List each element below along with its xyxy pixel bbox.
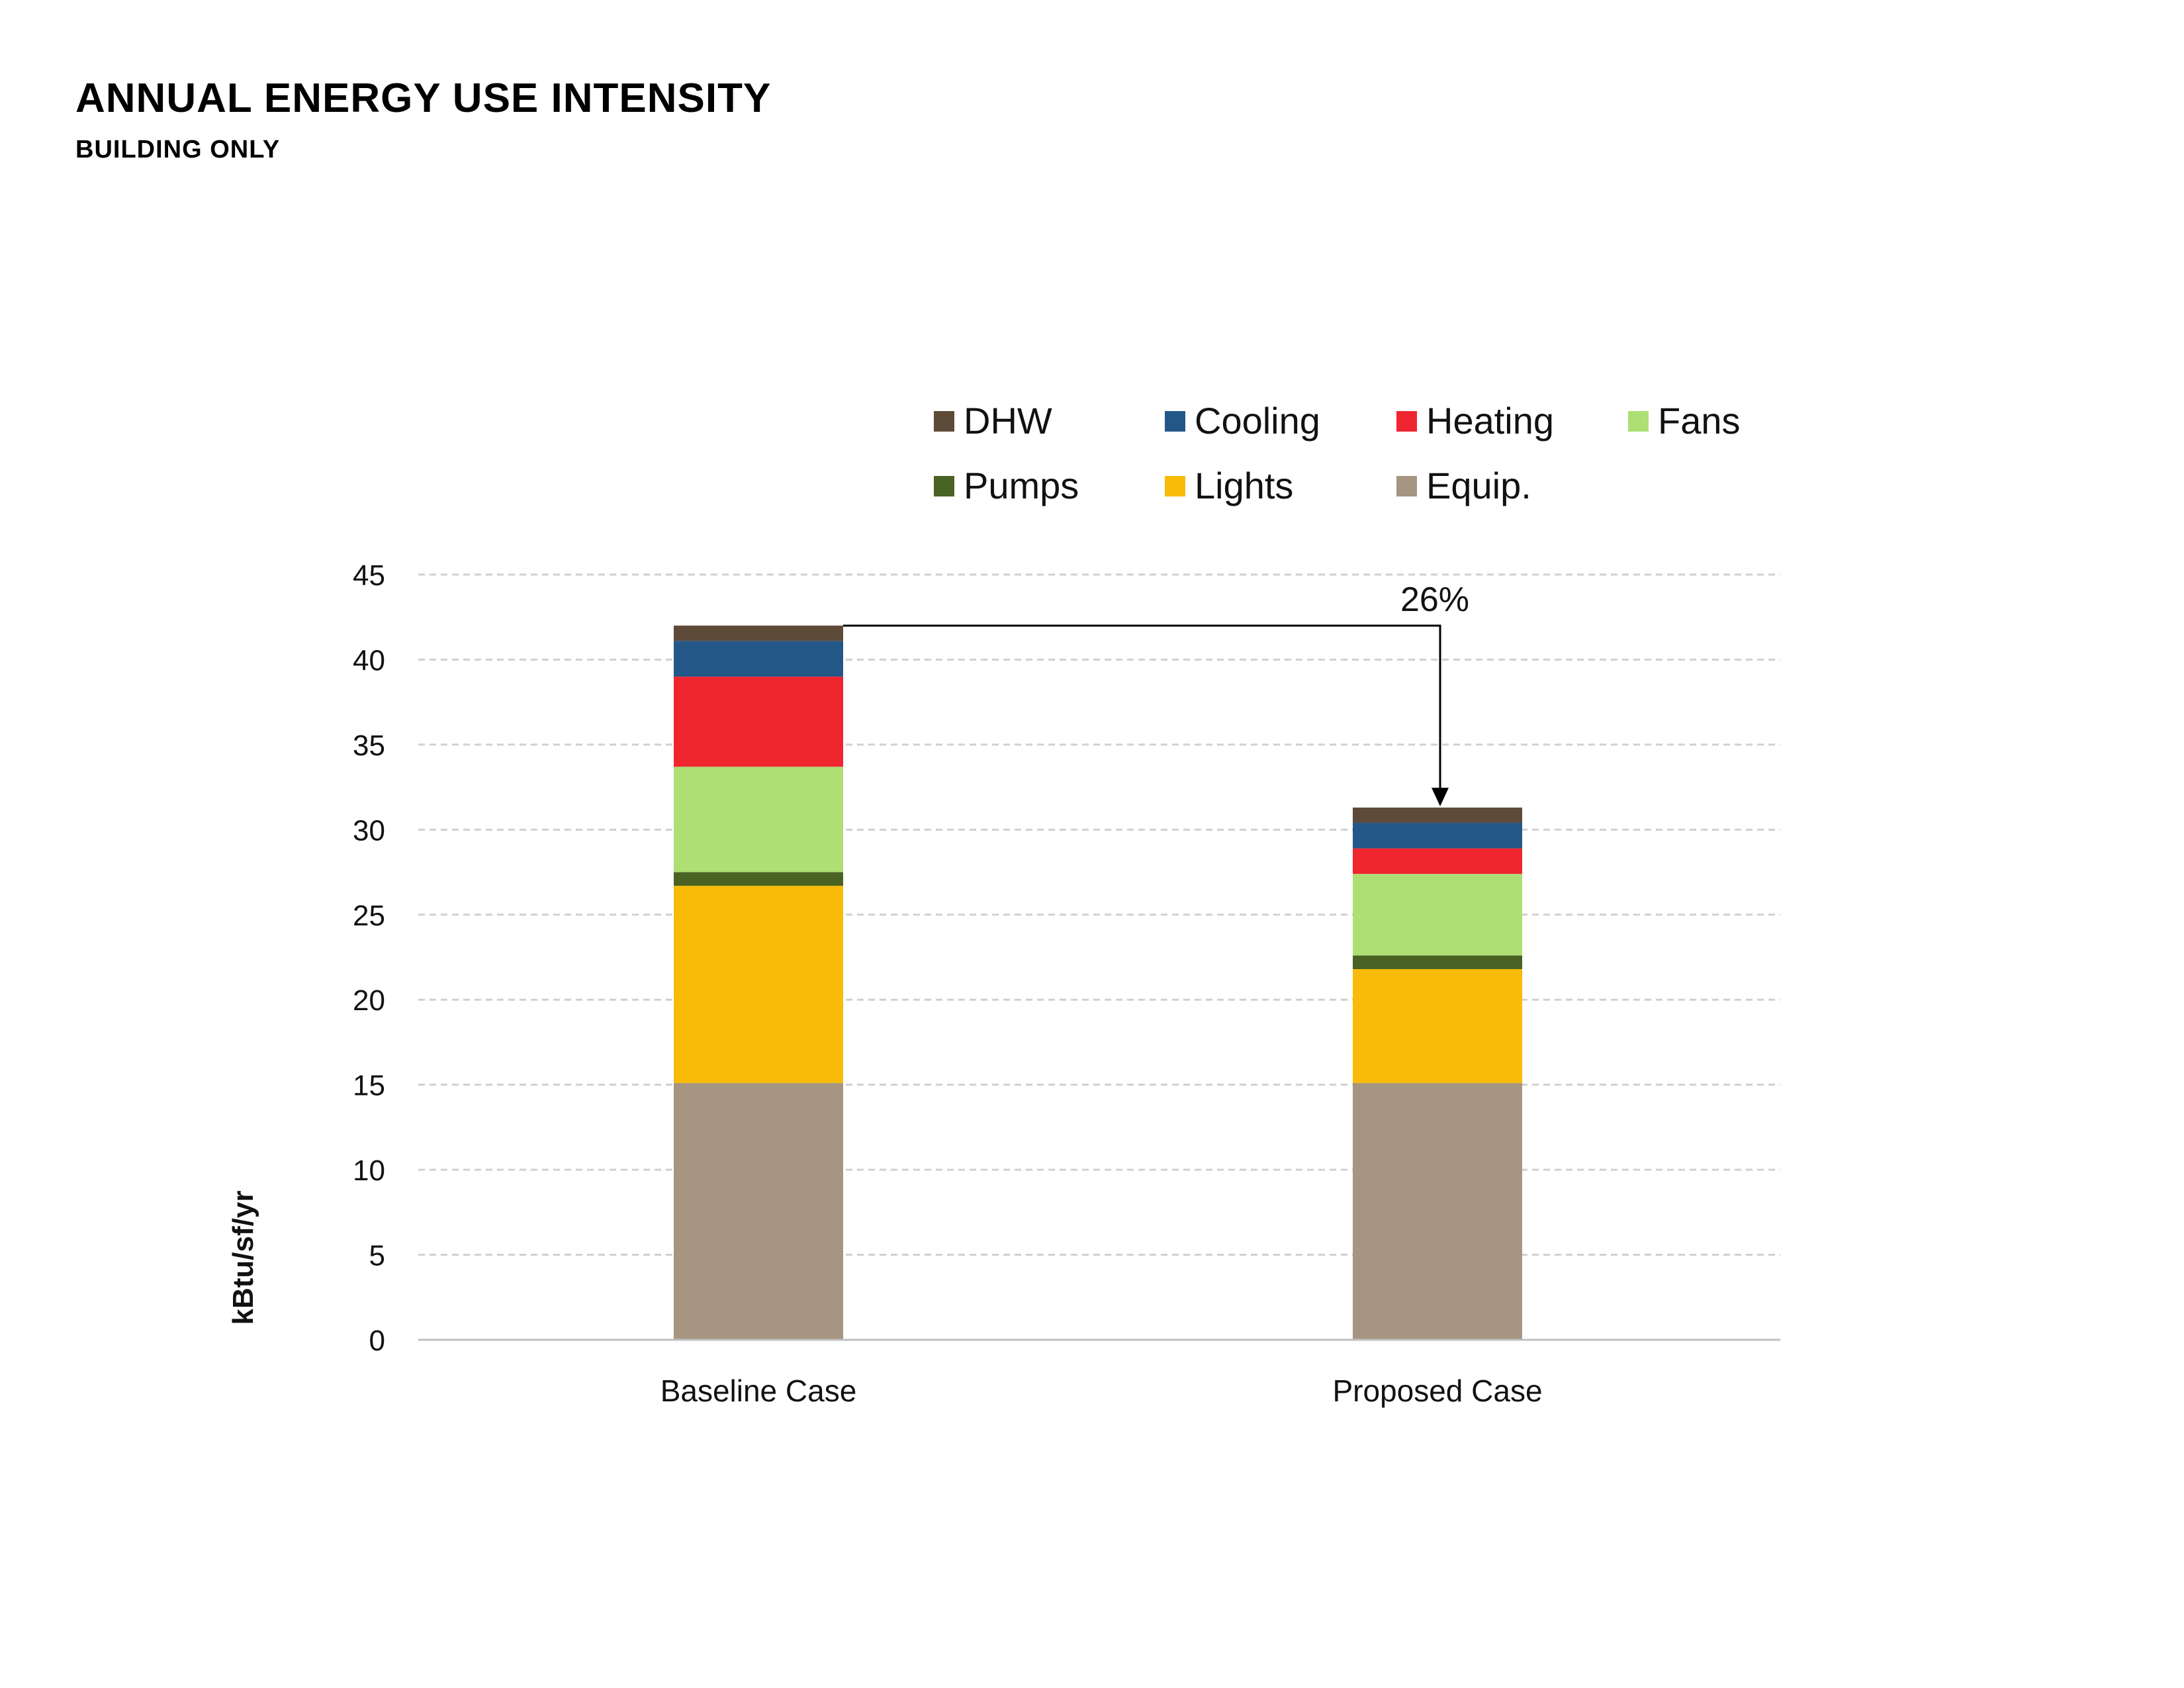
legend-swatch-pumps [934,476,954,496]
y-tick-label-45: 45 [353,559,385,592]
y-tick-label-25: 25 [353,900,385,932]
chart-subtitle: BUILDING ONLY [75,136,281,164]
legend-swatch-dhw [934,411,954,432]
legend-swatch-equip [1396,476,1417,496]
bar-proposed-case-cooling [1353,823,1522,849]
bar-proposed-case-lights [1353,968,1522,1084]
chart-title: ANNUAL ENERGY USE INTENSITY [75,75,772,121]
x-tick-label-proposed-case: Proposed Case [1332,1374,1542,1408]
bar-baseline-case-fans [674,767,843,872]
legend-label-heating: Heating [1426,400,1554,442]
annotation-arrowhead [1432,787,1449,806]
y-tick-label-35: 35 [353,729,385,762]
legend-swatch-cooling [1165,411,1185,432]
legend-label-pumps: Pumps [964,465,1079,506]
bar-baseline-case-equip [674,1083,843,1340]
annotation-label: 26% [1400,581,1469,619]
bar-proposed-case-heating [1353,848,1522,874]
chart-header: ANNUAL ENERGY USE INTENSITY BUILDING ONL… [75,74,771,165]
bars [674,626,1522,1340]
legend-label-equip: Equip. [1426,465,1531,506]
bar-baseline-case-dhw [674,626,843,641]
bar-proposed-case-pumps [1353,955,1522,969]
legend: DHW Cooling Heating Fans Pumps Lights Equip. [934,400,1741,506]
y-tick-label-5: 5 [369,1240,385,1272]
y-tick-label-0: 0 [369,1325,385,1357]
axes: 0 5 10 15 20 25 30 35 40 45 Baseline Case Proposed … [227,559,1780,1408]
legend-label-dhw: DHW [964,400,1052,442]
y-tick-label-40: 40 [353,644,385,677]
legend-swatch-fans [1628,411,1649,432]
y-tick-label-15: 15 [353,1070,385,1102]
bar-proposed-case-fans [1353,874,1522,956]
bar-proposed-case-equip [1353,1083,1522,1340]
gridlines [418,573,1780,1256]
legend-swatch-heating [1396,411,1417,432]
bar-baseline-case-pumps [674,872,843,886]
bar-baseline-case-lights [674,886,843,1084]
bar-baseline-case-cooling [674,641,843,677]
annotation-arrow-line [843,624,1441,790]
y-tick-label-30: 30 [353,814,385,847]
legend-label-lights: Lights [1195,465,1293,506]
legend-label-fans: Fans [1658,400,1741,442]
bar-baseline-case-heating [674,677,843,767]
legend-swatch-lights [1165,476,1185,496]
annotation: 26% [843,581,1469,806]
y-axis-label: kBtu/sf/yr [227,1191,259,1325]
y-tick-label-10: 10 [353,1154,385,1187]
bar-proposed-case-dhw [1353,807,1522,823]
y-tick-label-20: 20 [353,984,385,1017]
x-tick-label-baseline-case: Baseline Case [660,1374,857,1408]
legend-label-cooling: Cooling [1195,400,1320,442]
